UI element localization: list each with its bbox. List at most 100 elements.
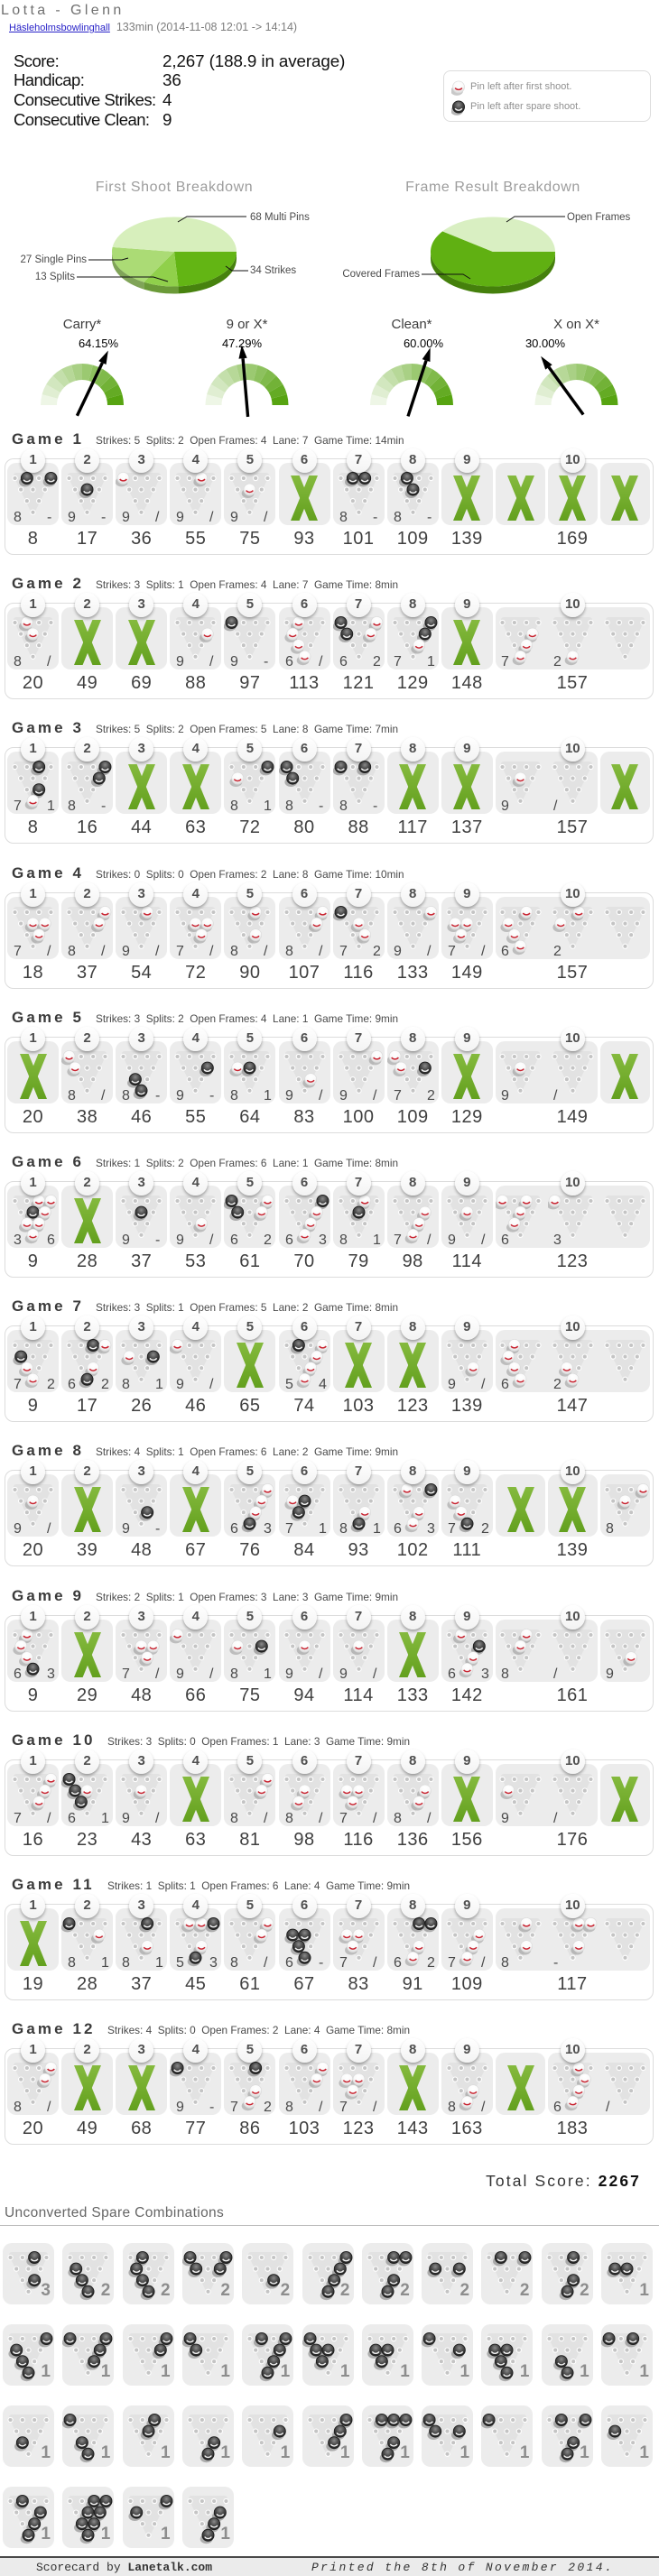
svg-text:/: /: [481, 1233, 486, 1248]
svg-text:9: 9: [339, 1088, 348, 1103]
svg-text:1: 1: [47, 799, 55, 814]
svg-text:/: /: [155, 1667, 160, 1682]
svg-text:9: 9: [501, 799, 509, 814]
svg-text:7: 7: [176, 944, 184, 959]
svg-text:8: 8: [230, 1811, 238, 1826]
svg-text:4: 4: [319, 1377, 327, 1392]
svg-text:6: 6: [230, 1233, 238, 1248]
svg-text:13 Splits: 13 Splits: [35, 272, 75, 282]
svg-text:6: 6: [47, 1233, 55, 1248]
svg-text:6: 6: [285, 1233, 293, 1248]
svg-text:8: 8: [339, 799, 348, 814]
svg-text:/: /: [101, 944, 106, 959]
svg-text:8: 8: [68, 1955, 76, 1971]
svg-text:-: -: [155, 1233, 160, 1248]
svg-text:27 Single Pins: 27 Single Pins: [20, 254, 87, 265]
svg-text:1: 1: [264, 799, 272, 814]
svg-text:8: 8: [68, 1088, 76, 1103]
svg-text:/: /: [47, 944, 51, 959]
svg-text:/: /: [47, 1811, 51, 1826]
svg-text:/: /: [209, 654, 214, 669]
svg-text:9: 9: [448, 1233, 456, 1248]
svg-text:3: 3: [264, 1521, 272, 1537]
svg-text:/: /: [373, 1088, 377, 1103]
svg-text:8: 8: [448, 2100, 456, 2115]
svg-text:30.00%: 30.00%: [525, 337, 566, 350]
svg-text:7: 7: [14, 944, 22, 959]
svg-text:8: 8: [501, 1667, 509, 1682]
svg-text:3: 3: [427, 1521, 435, 1537]
svg-text:/: /: [47, 654, 51, 669]
svg-text:9: 9: [606, 1667, 614, 1682]
svg-text:/: /: [427, 1233, 432, 1248]
svg-text:/: /: [481, 1955, 486, 1971]
svg-text:/: /: [209, 944, 214, 959]
svg-text:9: 9: [176, 1667, 184, 1682]
svg-text:5: 5: [285, 1377, 293, 1392]
svg-text:8: 8: [285, 2100, 293, 2115]
svg-text:2: 2: [553, 1377, 562, 1392]
svg-text:/: /: [481, 2100, 486, 2115]
svg-text:6: 6: [68, 1377, 76, 1392]
svg-text:8: 8: [394, 1811, 402, 1826]
svg-text:47.29%: 47.29%: [222, 337, 263, 350]
svg-text:8: 8: [394, 510, 402, 525]
svg-text:/: /: [264, 1811, 268, 1826]
svg-text:-: -: [319, 799, 323, 814]
svg-text:8: 8: [230, 1955, 238, 1971]
svg-text:8: 8: [230, 944, 238, 959]
svg-text:5: 5: [176, 1955, 184, 1971]
svg-text:68 Multi Pins: 68 Multi Pins: [250, 212, 310, 223]
svg-text:9: 9: [230, 654, 238, 669]
svg-text:8: 8: [230, 799, 238, 814]
svg-text:9: 9: [448, 1377, 456, 1392]
svg-text:-: -: [553, 1955, 558, 1971]
svg-text:-: -: [427, 510, 432, 525]
svg-text:2: 2: [47, 1377, 55, 1392]
svg-text:-: -: [373, 799, 377, 814]
svg-text:/: /: [264, 1955, 268, 1971]
svg-text:6: 6: [230, 1521, 238, 1537]
svg-text:-: -: [209, 1088, 214, 1103]
svg-text:9: 9: [122, 1521, 130, 1537]
svg-text:7: 7: [448, 1955, 456, 1971]
svg-text:8: 8: [122, 1377, 130, 1392]
svg-text:3: 3: [14, 1233, 22, 1248]
svg-text:8: 8: [68, 944, 76, 959]
svg-text:7: 7: [448, 944, 456, 959]
svg-text:6: 6: [501, 1233, 509, 1248]
svg-text:/: /: [553, 799, 558, 814]
svg-text:8: 8: [68, 799, 76, 814]
svg-text:6: 6: [501, 1377, 509, 1392]
svg-text:Carry*: Carry*: [63, 317, 102, 332]
svg-text:3: 3: [319, 1233, 327, 1248]
svg-text:3: 3: [209, 1955, 218, 1971]
svg-text:9: 9: [176, 1233, 184, 1248]
svg-text:8: 8: [122, 1088, 130, 1103]
svg-text:/: /: [319, 2100, 323, 2115]
svg-text:9 or X*: 9 or X*: [227, 317, 268, 332]
svg-text:/: /: [373, 1955, 377, 1971]
svg-text:7: 7: [339, 1811, 348, 1826]
svg-text:7: 7: [501, 654, 509, 669]
svg-text:1: 1: [155, 1955, 163, 1971]
svg-text:1: 1: [101, 1955, 109, 1971]
svg-text:2: 2: [427, 1088, 435, 1103]
svg-text:/: /: [373, 1811, 377, 1826]
svg-text:8: 8: [606, 1521, 614, 1537]
svg-text:9: 9: [501, 1088, 509, 1103]
svg-text:-: -: [155, 1521, 160, 1537]
svg-text:7: 7: [285, 1521, 293, 1537]
svg-text:64.15%: 64.15%: [79, 337, 119, 350]
svg-text:7: 7: [14, 1811, 22, 1826]
svg-text:/: /: [553, 1667, 558, 1682]
svg-text:1: 1: [373, 1521, 381, 1537]
svg-text:2: 2: [373, 654, 381, 669]
svg-text:/: /: [319, 944, 323, 959]
svg-text:8: 8: [501, 1955, 509, 1971]
svg-text:8: 8: [230, 1088, 238, 1103]
svg-text:7: 7: [122, 1667, 130, 1682]
svg-text:9: 9: [122, 1233, 130, 1248]
svg-text:8: 8: [339, 510, 348, 525]
svg-text:Frame Result Breakdown: Frame Result Breakdown: [405, 180, 580, 195]
